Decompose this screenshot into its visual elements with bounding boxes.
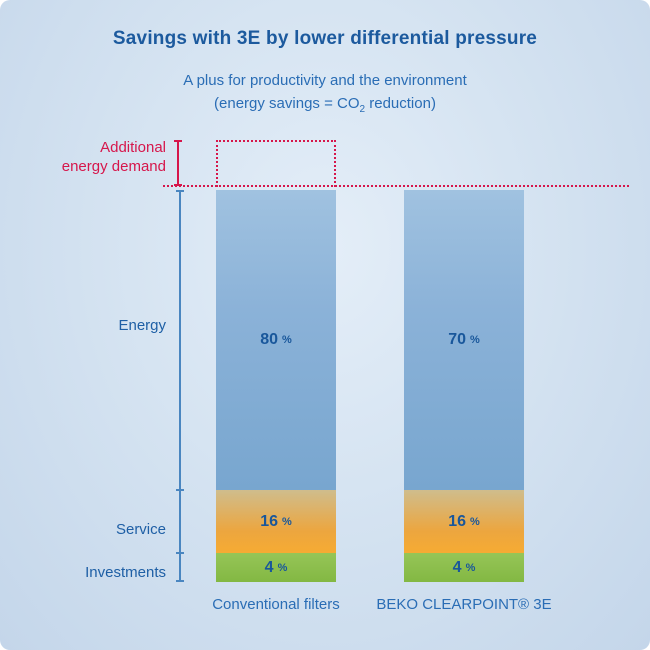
percent-sign: % bbox=[282, 334, 292, 346]
additional-demand-bracket bbox=[177, 141, 179, 185]
axis-tick-service-top bbox=[176, 489, 184, 491]
service-value-conventional: 16 bbox=[260, 512, 278, 530]
percent-sign: % bbox=[282, 515, 292, 528]
vertical-axis-line bbox=[179, 190, 181, 582]
reference-dotted-line bbox=[163, 185, 629, 187]
axis-tick-bottom bbox=[176, 580, 184, 582]
investments-value-beko: 4 bbox=[452, 558, 462, 576]
bar-segment-service: 16% bbox=[216, 490, 336, 553]
chart-subtitle-line1: A plus for productivity and the environm… bbox=[183, 72, 467, 89]
service-value-beko: 16 bbox=[448, 512, 466, 530]
bar-beko-clearpoint-3e: 70% 16% 4% bbox=[404, 190, 524, 582]
axis-tick-top bbox=[176, 190, 184, 192]
percent-sign: % bbox=[470, 515, 480, 528]
percent-sign: % bbox=[465, 561, 476, 574]
bar-segment-investments: 4% bbox=[216, 553, 336, 582]
percent-sign: % bbox=[277, 561, 288, 574]
co2-subscript: 2 bbox=[359, 104, 366, 115]
additional-label-line2: energy demand bbox=[61, 158, 166, 175]
energy-axis-label: Energy bbox=[118, 317, 166, 334]
investments-axis-label: Investments bbox=[85, 564, 166, 581]
bar-segment-investments: 4% bbox=[404, 553, 524, 582]
subtitle2-suffix: reduction) bbox=[365, 95, 436, 112]
page-title: Savings with 3E by lower differential pr… bbox=[112, 28, 538, 49]
energy-value-conventional: 80 bbox=[260, 331, 278, 348]
additional-demand-dotted-outline bbox=[216, 140, 336, 187]
percent-sign: % bbox=[470, 334, 480, 346]
energy-value-beko: 70 bbox=[448, 331, 466, 348]
subtitle2-prefix: (energy savings = CO bbox=[214, 95, 360, 112]
service-axis-label: Service bbox=[115, 521, 166, 538]
investments-value-conventional: 4 bbox=[264, 558, 274, 576]
category-label-beko-clearpoint-3e: BEKO CLEARPOINT® 3E bbox=[376, 596, 552, 613]
bar-segment-energy: 70% bbox=[404, 190, 524, 490]
additional-energy-demand-label: Additional energy demand bbox=[0, 138, 166, 176]
chart-subtitle-line2: (energy savings = CO2 reduction) bbox=[0, 95, 650, 115]
additional-demand-bracket-cap-top bbox=[174, 140, 182, 142]
bar-conventional-filters: 80% 16% 4% bbox=[216, 190, 336, 582]
category-label-conventional-filters: Conventional filters bbox=[212, 596, 340, 613]
bar-segment-energy: 80% bbox=[216, 190, 336, 490]
additional-label-line1: Additional bbox=[100, 139, 166, 156]
bar-segment-service: 16% bbox=[404, 490, 524, 553]
axis-tick-investments-top bbox=[176, 552, 184, 554]
